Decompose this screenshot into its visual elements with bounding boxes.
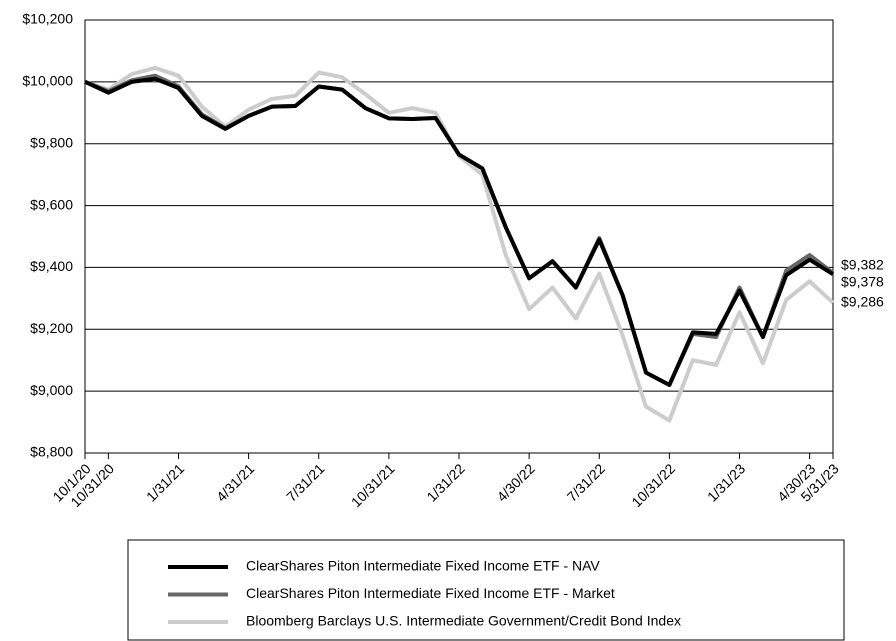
y-tick-label: $8,800: [30, 444, 73, 460]
plot-area: [84, 19, 834, 454]
end-label: $9,378: [841, 273, 884, 289]
x-tick-label: 10/31/21: [348, 460, 398, 510]
y-tick-label: $9,000: [30, 382, 73, 398]
y-tick-label: $9,800: [30, 134, 73, 150]
x-tick-label: 1/31/21: [143, 460, 187, 504]
end-label: $9,286: [841, 293, 884, 309]
legend: ClearShares Piton Intermediate Fixed Inc…: [127, 539, 845, 641]
x-tick-label: 1/31/23: [704, 460, 748, 504]
y-tick-label: $9,400: [30, 258, 73, 274]
legend-label: ClearShares Piton Intermediate Fixed Inc…: [246, 558, 600, 574]
x-tick-label: 10/31/22: [628, 460, 678, 510]
legend-box: [127, 539, 845, 641]
x-tick-label: 7/31/22: [564, 460, 608, 504]
y-tick-label: $10,200: [22, 11, 73, 27]
y-tick-label: $9,200: [30, 320, 73, 336]
x-tick-label: 4/30/22: [494, 460, 538, 504]
y-tick-label: $9,600: [30, 196, 73, 212]
legend-label: ClearShares Piton Intermediate Fixed Inc…: [246, 585, 615, 601]
x-tick-label: 1/31/22: [423, 460, 467, 504]
legend-label: Bloomberg Barclays U.S. Intermediate Gov…: [246, 613, 681, 629]
end-label: $9,382: [841, 256, 884, 272]
x-tick-label: 7/31/21: [283, 460, 327, 504]
y-tick-label: $10,000: [22, 73, 73, 89]
x-tick-label: 4/31/21: [213, 460, 257, 504]
series-line: [84, 76, 835, 387]
